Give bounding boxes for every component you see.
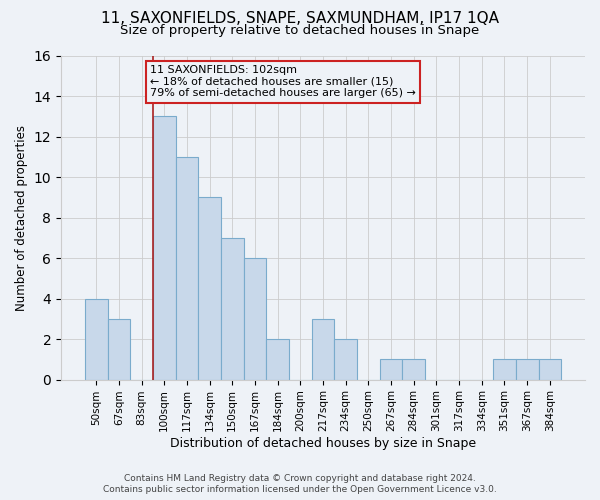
Y-axis label: Number of detached properties: Number of detached properties	[15, 124, 28, 310]
Bar	[516, 360, 539, 380]
Text: Contains HM Land Registry data © Crown copyright and database right 2024.
Contai: Contains HM Land Registry data © Crown c…	[103, 474, 497, 494]
X-axis label: Distribution of detached houses by size in Snape: Distribution of detached houses by size …	[170, 437, 476, 450]
Bar	[176, 157, 198, 380]
Bar	[221, 238, 244, 380]
Text: 11 SAXONFIELDS: 102sqm
← 18% of detached houses are smaller (15)
79% of semi-det: 11 SAXONFIELDS: 102sqm ← 18% of detached…	[150, 65, 416, 98]
Bar	[244, 258, 266, 380]
Bar	[153, 116, 176, 380]
Bar	[493, 360, 516, 380]
Bar	[107, 319, 130, 380]
Bar	[403, 360, 425, 380]
Text: Size of property relative to detached houses in Snape: Size of property relative to detached ho…	[121, 24, 479, 37]
Bar	[334, 339, 357, 380]
Bar	[85, 298, 107, 380]
Bar	[380, 360, 403, 380]
Text: 11, SAXONFIELDS, SNAPE, SAXMUNDHAM, IP17 1QA: 11, SAXONFIELDS, SNAPE, SAXMUNDHAM, IP17…	[101, 11, 499, 26]
Bar	[539, 360, 561, 380]
Bar	[266, 339, 289, 380]
Bar	[198, 198, 221, 380]
Bar	[311, 319, 334, 380]
